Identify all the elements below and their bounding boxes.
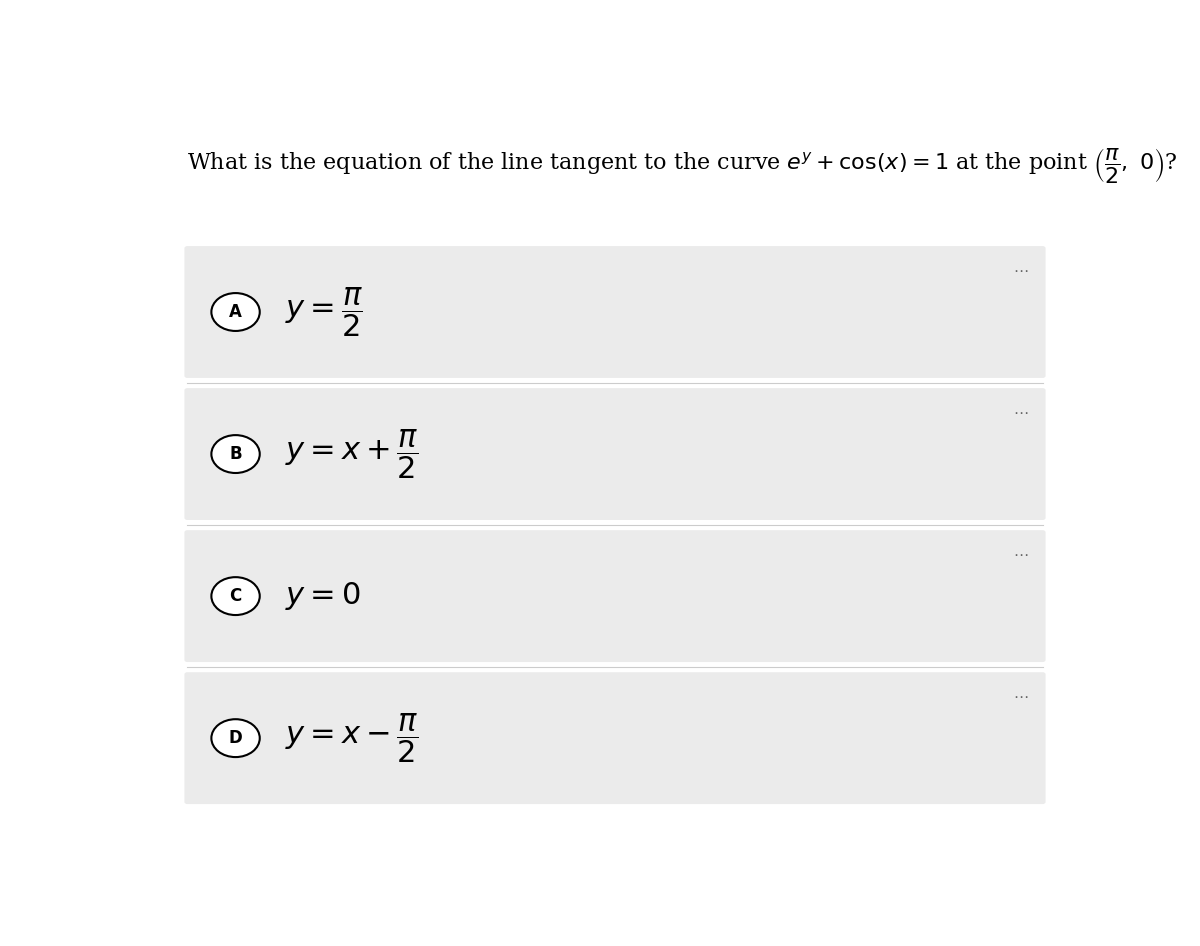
Text: ⋯: ⋯ (1014, 407, 1028, 421)
Circle shape (211, 293, 259, 331)
Text: D: D (229, 729, 242, 747)
Text: $y = x - \dfrac{\pi}{2}$: $y = x - \dfrac{\pi}{2}$ (284, 711, 419, 765)
Text: $y = x + \dfrac{\pi}{2}$: $y = x + \dfrac{\pi}{2}$ (284, 428, 419, 481)
Circle shape (211, 435, 259, 473)
Text: B: B (229, 445, 242, 463)
Text: $y = \dfrac{\pi}{2}$: $y = \dfrac{\pi}{2}$ (284, 286, 362, 339)
FancyBboxPatch shape (185, 246, 1045, 378)
Text: C: C (229, 587, 241, 605)
Text: What is the equation of the line tangent to the curve $e^y + \cos(x) = 1$ at the: What is the equation of the line tangent… (187, 147, 1178, 185)
FancyBboxPatch shape (185, 530, 1045, 662)
FancyBboxPatch shape (185, 673, 1045, 804)
Text: ⋯: ⋯ (1014, 264, 1028, 279)
Text: A: A (229, 303, 242, 321)
Text: ⋯: ⋯ (1014, 691, 1028, 706)
Text: $y = 0$: $y = 0$ (284, 580, 360, 612)
Text: ⋯: ⋯ (1014, 549, 1028, 564)
Circle shape (211, 577, 259, 615)
FancyBboxPatch shape (185, 388, 1045, 520)
Circle shape (211, 719, 259, 757)
